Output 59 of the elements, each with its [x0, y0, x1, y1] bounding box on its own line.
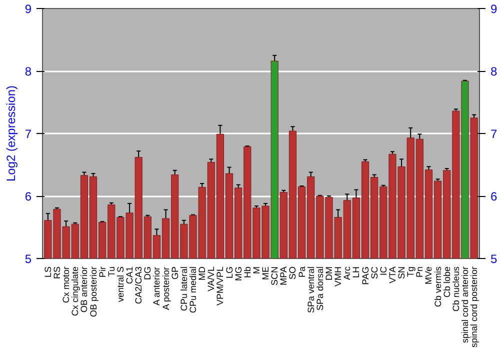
x-tick-label: Hb: [242, 266, 252, 278]
y-tick-label: 9: [24, 2, 32, 16]
y2-tick-label: 8: [490, 64, 498, 78]
x-tick-label: GP: [170, 266, 180, 280]
x-tick-label: CA1: [124, 266, 135, 284]
x-tick-label: SPa dorsal: [314, 266, 325, 311]
x-tick-label: DM: [324, 266, 334, 280]
y-tick-label: 7: [24, 127, 32, 141]
x-tick-label: MD: [197, 266, 208, 280]
x-tick-label: PAG: [360, 266, 370, 285]
x-tick-label: VPM/VPL: [215, 266, 226, 306]
y-axis-title: Log2 (expression): [4, 85, 18, 182]
x-tick-label: DG: [142, 266, 153, 280]
x-tick-label: ventral S: [115, 266, 126, 302]
x-tick-label: Cb lobe: [442, 266, 452, 298]
x-tick-label: SCN: [270, 266, 280, 286]
x-tick-label: Arc: [342, 266, 352, 280]
x-tick-label: VA/VL: [206, 266, 216, 292]
y2-tick-label: 9: [490, 2, 498, 16]
x-tick-label: VMH: [333, 266, 344, 286]
x-tick-label: Pa: [296, 266, 307, 278]
x-tick-label: LG: [224, 266, 234, 279]
x-tick-label: RS: [52, 266, 62, 279]
x-tick-label: MVe: [424, 266, 434, 285]
x-tick-label: A anterior: [152, 266, 162, 306]
x-tick-label: OB anterior: [79, 266, 90, 313]
x-tick-label: Cb nucleus: [450, 266, 461, 312]
y-tick-label: 6: [24, 190, 32, 204]
x-tick-label: Pn: [414, 266, 425, 278]
x-tick-label: Cb vermis: [432, 266, 443, 308]
x-tick-label: VTA: [387, 266, 398, 284]
y-tick-label: 5: [24, 252, 32, 266]
y2-tick-label: 6: [490, 190, 498, 204]
x-tick-label: CA2/CA3: [134, 266, 144, 304]
x-tick-label: MG: [233, 266, 244, 281]
x-tick-label: MPA: [278, 266, 289, 286]
x-tick-label: A posterior: [160, 266, 171, 310]
x-tick-label: CPu lateral: [178, 266, 189, 312]
y2-tick-label: 5: [490, 252, 498, 266]
x-tick-label: LS: [42, 266, 53, 278]
x-tick-label: M: [251, 266, 262, 274]
x-tick-label: SC: [369, 266, 380, 279]
x-tick-label: Cx cingulate: [70, 266, 80, 316]
x-tick-label: IC: [378, 266, 388, 276]
x-tick-label: Cx motor: [61, 266, 72, 304]
x-tick-label: spinal cord posterior: [469, 266, 480, 348]
x-tick-label: SPa ventral: [306, 266, 316, 314]
x-tick-label: Pir: [97, 266, 108, 278]
x-tick-label: LH: [351, 266, 362, 278]
x-tick-label: spinal cord anterior: [460, 266, 470, 344]
y-tick-label: 8: [24, 64, 32, 78]
x-tick-label: Tg: [406, 266, 416, 278]
x-tick-label: Tu: [106, 266, 116, 277]
x-tick-label: SN: [396, 266, 407, 279]
y2-tick-label: 7: [490, 127, 498, 141]
x-tick-label: CPu medial: [188, 266, 198, 314]
x-tick-label: ME: [260, 266, 271, 280]
x-tick-label: SO: [288, 266, 298, 280]
x-tick-label: OB posterior: [88, 266, 98, 318]
